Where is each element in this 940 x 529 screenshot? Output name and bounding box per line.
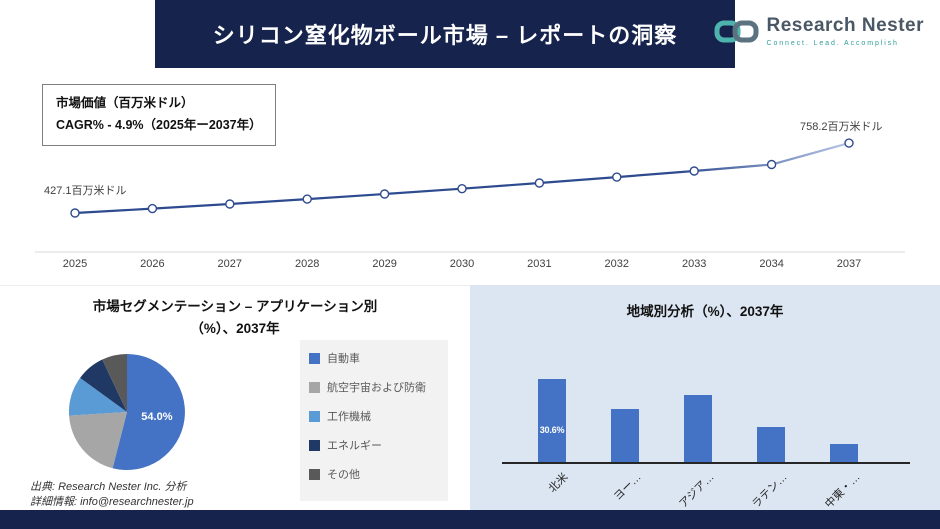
pie-slice: [68, 377, 127, 416]
bar-data-label: 30.6%: [539, 425, 565, 436]
year-tick-label: 2025: [63, 258, 87, 270]
legend-item: エネルギー: [309, 437, 439, 453]
bar-axis-line: [502, 462, 910, 464]
regional-title: 地域別分析（%）、2037年: [626, 304, 784, 319]
start-value-label: 427.1百万米ドル: [44, 185, 127, 197]
trend-line: [74, 142, 850, 215]
legend-item: 自動車: [309, 350, 439, 366]
region-bar: [830, 443, 858, 462]
market-value-title: 市場価値（百万米ドル）: [56, 96, 194, 110]
pie-data-label: 54.0%: [141, 411, 172, 423]
pie-slice: [102, 353, 127, 412]
region-label: 中東・…: [823, 471, 863, 511]
brand-logo: Research Nester Connect. Lead. Accomplis…: [713, 15, 924, 52]
legend-swatch: [309, 468, 320, 480]
pie-slice: [112, 354, 185, 470]
data-point-marker: [379, 189, 390, 199]
data-point-marker: [766, 159, 777, 170]
regional-bar-chart: 30.6% 北米 ヨー… アジア… ラテン… 中東・…: [470, 285, 940, 511]
region-label: ラテン…: [750, 471, 790, 511]
year-tick-label: 2033: [682, 258, 706, 270]
pie-legend: 自動車航空宇宙および防衛 工作機械エネルギーその他: [300, 340, 448, 501]
segmentation-title-line1: 市場セグメンテーション – アプリケーション別: [92, 299, 378, 314]
source-note: 出典: Research Nester Inc. 分析 詳細情報: info@r…: [30, 480, 194, 510]
year-tick-label: 2031: [527, 258, 551, 270]
legend-swatch: [309, 381, 320, 393]
regional-panel: 地域別分析（%）、2037年 30.6% 北米 ヨー… アジア… ラテン… 中東・…: [470, 285, 940, 511]
data-point-marker: [302, 194, 312, 204]
year-tick-label: 2032: [605, 258, 629, 270]
data-point-marker: [612, 172, 622, 182]
data-point-marker: [844, 138, 854, 148]
data-point-marker: [534, 178, 545, 188]
market-value-info-box: 市場価値（百万米ドル） CAGR% - 4.9%（2025年ー2037年）: [42, 84, 276, 146]
segmentation-title-line2: （%）、2037年: [190, 321, 280, 337]
region-bar: [611, 409, 639, 462]
legend-label: 航空宇宙および防衛: [327, 382, 426, 394]
year-tick-label: 2034: [759, 258, 783, 270]
data-point-marker: [70, 208, 80, 218]
legend-item: 工作機械: [309, 408, 439, 424]
legend-label: 自動車: [327, 353, 360, 365]
pie-slice: [69, 412, 127, 469]
segmentation-panel: 市場セグメンテーション – アプリケーション別 （%）、2037年 54.0% …: [0, 285, 470, 510]
legend-label: 工作機械: [327, 411, 371, 423]
page-title: シリコン窒化物ボール市場 – レポートの洞察: [212, 23, 678, 48]
segmentation-title: 市場セグメンテーション – アプリケーション別 （%）、2037年: [0, 286, 470, 341]
legend-swatch: [309, 410, 320, 422]
data-point-marker: [457, 183, 467, 194]
application-pie-chart: 54.0%: [68, 353, 185, 470]
market-value-line-chart: 2025 2026 2027 2028 2029 2030 2031 2032 2033 2034…: [35, 138, 905, 270]
footer-bar: [0, 510, 940, 529]
chain-link-icon: [713, 15, 759, 52]
pie-slice: [80, 359, 127, 412]
year-tick-label: 2026: [140, 258, 164, 270]
legend-swatch: [309, 352, 320, 364]
year-tick-label: 2029: [372, 258, 396, 270]
year-tick-label: 2037: [837, 258, 861, 270]
legend-swatch: [309, 439, 320, 451]
legend-item: その他: [309, 466, 439, 482]
year-tick-label: 2028: [295, 258, 319, 270]
end-value-label: 758.2百万米ドル: [800, 121, 883, 133]
year-tick-label: 2030: [450, 258, 474, 270]
region-label: ヨー…: [611, 471, 644, 503]
legend-item: 航空宇宙および防衛: [309, 379, 439, 395]
cagr-text: CAGR% - 4.9%（2025年ー2037年）: [56, 117, 262, 132]
region-label: アジア…: [677, 471, 717, 511]
data-point-marker: [689, 166, 699, 176]
contact-line: 詳細情報: info@researchnester.jp: [30, 496, 194, 508]
title-banner: シリコン窒化物ボール市場 – レポートの洞察: [155, 0, 735, 68]
market-value-chart-section: 2025 2026 2027 2028 2029 2030 2031 2032 2033 2034…: [0, 80, 940, 285]
data-point-marker: [147, 203, 158, 214]
year-tick-label: 2027: [218, 258, 242, 270]
brand-tagline: Connect. Lead. Accomplish: [766, 40, 899, 47]
legend-label: その他: [327, 469, 360, 481]
region-bar: 30.6%: [538, 379, 566, 462]
legend-label: エネルギー: [327, 440, 382, 452]
region-bar: [757, 427, 785, 462]
region-bar: [684, 394, 712, 462]
region-label: 北米: [546, 471, 571, 496]
brand-name: Research Nester: [766, 15, 924, 36]
source-line: 出典: Research Nester Inc. 分析: [30, 481, 187, 493]
data-point-marker: [225, 199, 235, 209]
brand-text: Research Nester Connect. Lead. Accomplis…: [767, 15, 924, 47]
